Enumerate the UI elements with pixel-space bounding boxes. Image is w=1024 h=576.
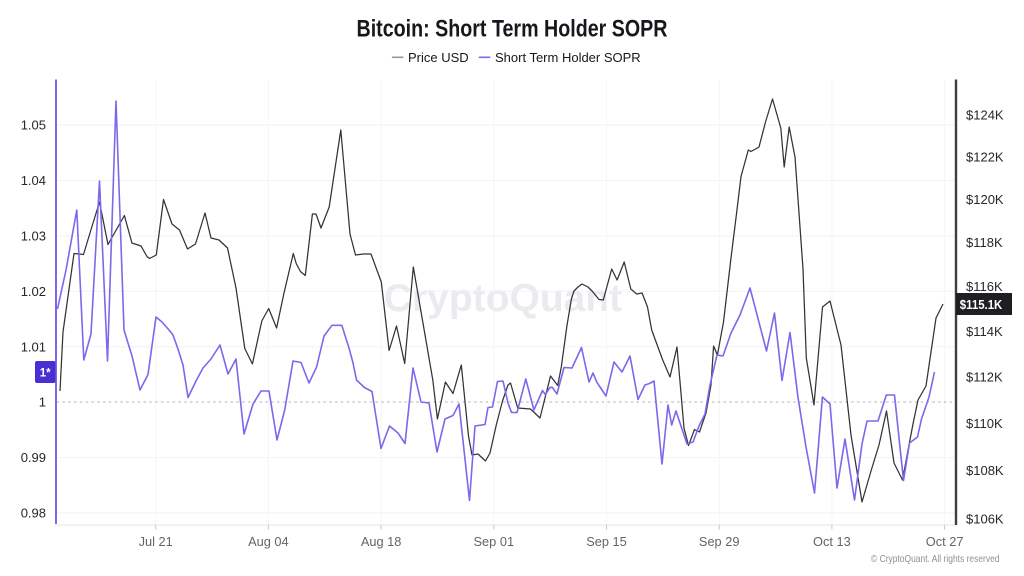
svg-text:Price USD: Price USD <box>408 50 469 65</box>
svg-text:1.02: 1.02 <box>21 284 46 299</box>
svg-text:© CryptoQuant. All rights rese: © CryptoQuant. All rights reserved <box>871 553 1000 565</box>
svg-text:Short Term Holder SOPR: Short Term Holder SOPR <box>495 50 641 65</box>
svg-text:1: 1 <box>39 395 46 410</box>
svg-text:$120K: $120K <box>966 192 1004 207</box>
svg-text:$110K: $110K <box>966 416 1003 431</box>
svg-text:0.98: 0.98 <box>21 506 46 521</box>
svg-text:Sep 29: Sep 29 <box>699 534 740 549</box>
svg-text:Bitcoin: Short Term Holder SOP: Bitcoin: Short Term Holder SOPR <box>357 16 668 43</box>
svg-text:$112K: $112K <box>966 370 1003 385</box>
svg-text:Sep 15: Sep 15 <box>586 534 627 549</box>
svg-text:1.04: 1.04 <box>21 173 46 188</box>
svg-text:$115.1K: $115.1K <box>960 298 1003 312</box>
svg-text:Jul 21: Jul 21 <box>139 534 173 549</box>
svg-text:$116K: $116K <box>966 279 1003 294</box>
svg-text:CryptoQuant: CryptoQuant <box>384 277 622 320</box>
svg-text:$114K: $114K <box>966 324 1003 339</box>
svg-text:Sep 01: Sep 01 <box>474 534 515 549</box>
svg-text:0.99: 0.99 <box>21 450 46 465</box>
svg-text:$108K: $108K <box>966 463 1004 478</box>
svg-text:$124K: $124K <box>966 107 1004 122</box>
svg-text:1.03: 1.03 <box>21 229 46 244</box>
svg-text:1.01: 1.01 <box>21 339 46 354</box>
svg-text:$122K: $122K <box>966 150 1004 165</box>
svg-text:Oct 13: Oct 13 <box>813 534 851 549</box>
svg-text:Oct 27: Oct 27 <box>926 534 964 549</box>
svg-text:$118K: $118K <box>966 235 1003 250</box>
svg-text:Aug 18: Aug 18 <box>361 534 402 549</box>
svg-text:$106K: $106K <box>966 512 1004 527</box>
svg-text:1.05: 1.05 <box>21 118 46 133</box>
svg-text:1*: 1* <box>40 368 51 380</box>
svg-text:Aug 04: Aug 04 <box>248 534 289 549</box>
